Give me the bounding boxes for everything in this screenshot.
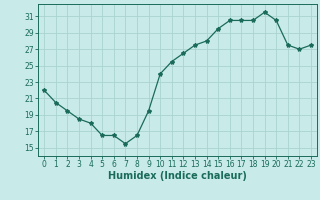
X-axis label: Humidex (Indice chaleur): Humidex (Indice chaleur) bbox=[108, 171, 247, 181]
